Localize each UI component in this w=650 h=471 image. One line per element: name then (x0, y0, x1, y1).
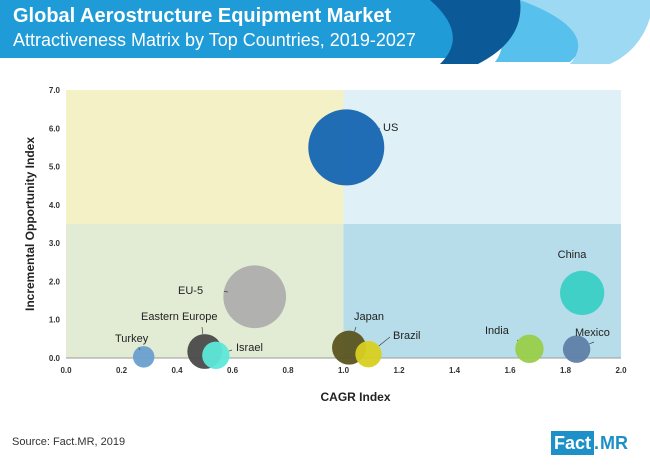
bubble-us (308, 109, 385, 186)
y-tick-label: 4.0 (49, 201, 61, 210)
bubble-china (559, 270, 605, 316)
banner-band (0, 0, 475, 58)
logo-mr: MR (600, 432, 629, 453)
x-tick-label: 1.8 (560, 366, 572, 375)
chart-title: Global Aerostructure Equipment Market (13, 5, 392, 27)
bubble-label-india: India (485, 325, 510, 337)
x-tick-label: 1.6 (504, 366, 516, 375)
bubble-israel (202, 341, 230, 370)
x-tick-label: 0.6 (227, 366, 239, 375)
leader-line-turkey (138, 347, 141, 351)
leader-line-brazil (378, 336, 391, 347)
leader-line-eu-5 (223, 290, 229, 293)
y-tick-label: 5.0 (49, 163, 61, 172)
leader-line-eastern-europe (201, 326, 204, 335)
bubble-label-japan: Japan (354, 311, 384, 323)
bubble-turkey (132, 346, 155, 368)
y-tick-label: 6.0 (49, 124, 61, 133)
bubble-label-israel: Israel (236, 342, 263, 354)
x-tick-label: 0.0 (60, 366, 72, 375)
y-tick-label: 2.0 (49, 277, 61, 286)
logo-dot: . (594, 432, 600, 453)
y-axis-label: Incremental Opportunity Index (23, 137, 37, 311)
leader-line-israel (228, 349, 233, 352)
factmr-logo: Fact. MR (551, 431, 639, 455)
x-axis-label: CAGR Index (320, 390, 390, 404)
bubble-india (515, 334, 544, 364)
bubble-label-china: China (558, 249, 588, 261)
x-tick-label: 0.2 (116, 366, 128, 375)
leader-line-india (516, 339, 519, 341)
bubble-brazil (355, 341, 382, 368)
x-tick-label: 1.4 (449, 366, 461, 375)
leader-line-mexico (589, 341, 595, 345)
chart-subtitle: Attractiveness Matrix by Top Countries, … (13, 30, 416, 50)
x-tick-label: 1.0 (338, 366, 350, 375)
x-tick-label: 1.2 (393, 366, 405, 375)
banner-swoosh-dark (430, 0, 521, 64)
logo-fact: Fact (551, 431, 595, 455)
bubble-mexico (562, 335, 591, 363)
bubble-label-eastern-europe: Eastern Europe (141, 311, 217, 323)
source-note: Source: Fact.MR, 2019 (12, 436, 126, 448)
x-tick-label: 0.4 (171, 366, 183, 375)
y-tick-label: 0.0 (49, 354, 61, 363)
bubble-label-eu-5: EU-5 (178, 285, 203, 297)
y-tick-label: 7.0 (49, 86, 61, 95)
bubble-label-turkey: Turkey (115, 333, 149, 345)
header-banner (0, 0, 650, 66)
x-tick-label: 2.0 (615, 366, 627, 375)
bubble-label-us: US (383, 122, 398, 134)
bubble-chart: 0.0 0.2 0.4 0.6 0.8 1.0 1.2 1.4 1.6 1.8 2.0 0.0 1.0 2… (23, 86, 627, 404)
quadrant-top-left (66, 90, 344, 224)
y-tick-label: 1.0 (49, 316, 61, 325)
bubble-eu-5 (223, 265, 287, 329)
quadrant-top-right (343, 90, 621, 224)
bubble-label-brazil: Brazil (393, 330, 421, 342)
leader-line-japan (354, 326, 357, 332)
y-tick-label: 3.0 (49, 239, 61, 248)
bubble-label-mexico: Mexico (575, 327, 610, 339)
x-tick-label: 0.8 (282, 366, 294, 375)
banner-swoosh-light (520, 0, 650, 64)
